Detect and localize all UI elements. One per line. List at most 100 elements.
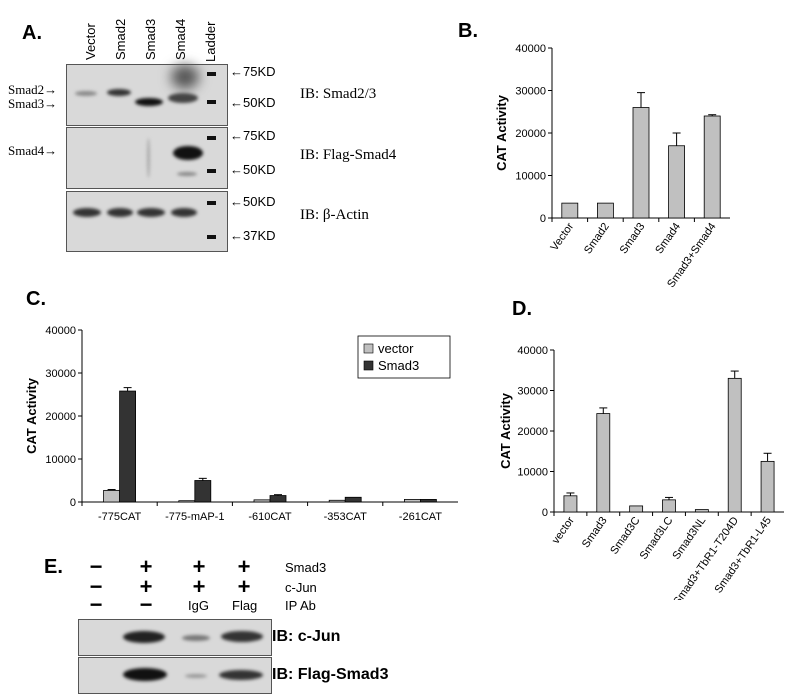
ib-flag-smad4-label: IB: Flag-Smad4	[300, 147, 397, 163]
y-axis-label: CAT Activity	[498, 392, 513, 469]
x-tick-label: Smad3	[580, 515, 610, 550]
y-tick-label: 0	[70, 497, 76, 509]
e-cell: −	[89, 554, 103, 579]
marker-label: ←75KD	[230, 64, 276, 79]
legend-swatch	[363, 360, 374, 371]
blot-flag-smad4	[66, 127, 228, 189]
band	[171, 208, 197, 217]
y-axis-label: CAT Activity	[24, 377, 39, 454]
band	[219, 670, 263, 680]
blot-flag-smad3	[78, 657, 272, 694]
smad3-label: Smad3→	[8, 96, 58, 111]
bar	[668, 145, 686, 219]
lane-header-smad4: Smad4	[173, 18, 188, 60]
ladder-marker	[207, 136, 216, 140]
bar	[194, 480, 212, 503]
legend-box	[357, 335, 451, 379]
x-tick-label: -261CAT	[399, 511, 442, 523]
band	[135, 98, 163, 106]
y-tick-label: 30000	[45, 368, 76, 380]
e-row-label-smad3: Smad3	[285, 560, 327, 575]
e-cell: +	[139, 554, 153, 579]
ladder-marker	[207, 100, 216, 104]
legend-label: Smad3	[378, 358, 419, 373]
band	[73, 208, 101, 217]
smad4-label: Smad4→	[8, 143, 58, 158]
ib-smad2-3-label: IB: Smad2/3	[300, 86, 377, 102]
x-tick-label: Smad3C	[608, 515, 642, 557]
ladder-marker	[207, 235, 216, 239]
marker-label: ←50KD	[230, 95, 276, 110]
x-tick-label: -353CAT	[324, 511, 367, 523]
y-tick-label: 30000	[517, 386, 548, 398]
e-cell: +	[237, 554, 251, 579]
e-cell: −	[89, 592, 103, 617]
x-tick-label: -775-mAP-1	[165, 511, 224, 523]
band	[177, 172, 197, 176]
y-tick-label: 20000	[515, 128, 546, 140]
x-tick-label: -775CAT	[98, 511, 141, 523]
x-tick-label: vector	[550, 515, 577, 547]
bar	[760, 460, 775, 513]
x-tick-label: Smad3	[618, 221, 648, 256]
e-cell: −	[89, 574, 103, 599]
bar	[632, 107, 650, 219]
marker-label: ←75KD	[230, 128, 276, 143]
band	[221, 631, 263, 642]
legend-swatch	[363, 343, 374, 354]
ib-c-jun-label: IB: c-Jun	[272, 628, 341, 645]
x-tick-label: Smad4	[653, 221, 683, 256]
e-row-label-c-jun: c-Jun	[285, 580, 317, 595]
band	[123, 668, 167, 681]
x-tick-label: Vector	[549, 221, 577, 254]
x-tick-label: -610CAT	[248, 511, 291, 523]
y-axis-label: CAT Activity	[494, 94, 509, 171]
marker-label: ←37KD	[230, 228, 276, 243]
bar	[119, 390, 136, 503]
bar	[596, 413, 611, 513]
bar	[103, 489, 120, 503]
lane-header-ladder: Ladder	[203, 21, 218, 62]
y-tick-label: 0	[540, 213, 546, 225]
e-cell: +	[192, 574, 206, 599]
band	[147, 138, 150, 178]
marker-label: ←50KD	[230, 194, 276, 209]
marker-label: ←50KD	[230, 162, 276, 177]
band	[137, 208, 165, 217]
y-tick-label: 10000	[515, 171, 546, 183]
y-tick-label: 20000	[517, 426, 548, 438]
band	[107, 208, 133, 217]
panel-e-label: E.	[44, 556, 63, 578]
chart-c: CAT Activity 0 10000 20000 30000 40000 -775CAT…	[24, 325, 458, 523]
bar	[597, 202, 614, 219]
x-tick-label: Smad2	[582, 221, 612, 256]
bar	[328, 499, 346, 503]
legend-label: vector	[378, 341, 414, 356]
y-tick-label: 20000	[45, 411, 76, 423]
y-tick-label: 0	[542, 507, 548, 519]
bar	[178, 500, 196, 503]
blot-beta-actin	[66, 191, 228, 252]
lane-header-vector: Vector	[83, 23, 98, 60]
bar	[419, 499, 437, 503]
lane-header-smad2: Smad2	[113, 18, 128, 60]
panel-d-label: D.	[512, 298, 532, 320]
panel-c-label: C.	[26, 288, 46, 310]
y-tick-label: 40000	[515, 43, 546, 55]
y-tick-label: 30000	[515, 86, 546, 98]
e-cell: +	[237, 574, 251, 599]
bar	[253, 499, 271, 503]
bar	[703, 115, 721, 219]
band	[107, 89, 131, 96]
y-tick-label: 40000	[45, 325, 76, 337]
ladder-marker	[207, 201, 216, 205]
e-cell: +	[139, 574, 153, 599]
panel-b-label: B.	[458, 20, 478, 42]
bar	[403, 499, 421, 503]
e-cell-igg: IgG	[188, 598, 209, 613]
bar	[561, 202, 579, 219]
e-cell: +	[192, 554, 206, 579]
band	[171, 65, 199, 89]
